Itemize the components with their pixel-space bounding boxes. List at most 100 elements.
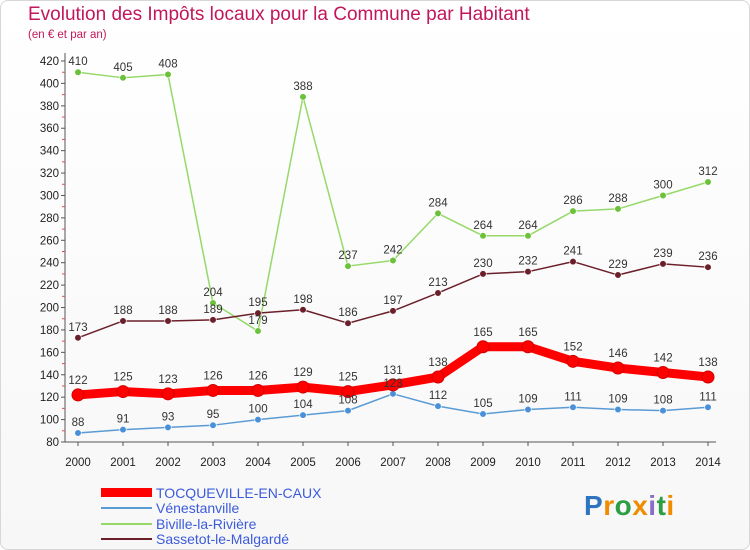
chart-title: Evolution des Impôts locaux pour la Comm… (28, 4, 530, 25)
legend-swatch-sassetot-le-malgarde (101, 538, 152, 541)
data-label-tocqueville-en-caux: 138 (698, 357, 717, 369)
y-tick-label: 100 (40, 415, 59, 427)
legend-item-sassetot-le-malgarde: Sassetot-le-Malgardé (101, 531, 321, 548)
data-label-sassetot-le-malgarde: 195 (248, 297, 267, 309)
y-tick-label: 260 (40, 235, 59, 247)
data-point-tocqueville-en-caux (341, 385, 355, 399)
data-point-sassetot-le-malgarde (659, 260, 667, 268)
data-point-venestanville (569, 403, 577, 411)
data-label-biville-la-riviere: 242 (383, 244, 402, 256)
logo-letter: i (666, 490, 675, 521)
y-tick-label: 300 (40, 190, 59, 202)
logo-letter: t (656, 490, 667, 521)
y-tick-label: 360 (40, 123, 59, 135)
data-label-biville-la-riviere: 264 (473, 220, 493, 232)
data-point-biville-la-riviere (524, 232, 532, 240)
data-label-tocqueville-en-caux: 138 (428, 357, 447, 369)
data-label-biville-la-riviere: 288 (608, 193, 627, 205)
data-label-biville-la-riviere: 300 (653, 179, 672, 191)
data-point-venestanville (209, 421, 217, 429)
logo-letter: x (632, 490, 649, 521)
data-point-tocqueville-en-caux (71, 388, 85, 402)
data-label-venestanville: 105 (473, 398, 492, 410)
data-point-biville-la-riviere (254, 327, 262, 335)
data-label-sassetot-le-malgarde: 186 (338, 307, 357, 319)
data-label-venestanville: 111 (564, 391, 581, 403)
legend-label-venestanville: Vénestanville (156, 500, 240, 517)
x-tick-label: 2013 (650, 457, 676, 469)
x-tick-label: 2014 (695, 457, 721, 469)
data-label-tocqueville-en-caux: 146 (608, 348, 627, 360)
data-point-tocqueville-en-caux (566, 354, 580, 368)
data-label-sassetot-le-malgarde: 188 (113, 305, 132, 317)
data-point-venestanville (344, 407, 352, 415)
y-tick-label: 200 (40, 303, 59, 315)
data-label-tocqueville-en-caux: 152 (563, 341, 582, 353)
x-tick-label: 2000 (65, 457, 91, 469)
data-label-tocqueville-en-caux: 122 (68, 375, 87, 387)
data-point-venestanville (434, 402, 442, 410)
logo-letter: r (603, 490, 615, 521)
data-point-venestanville (614, 405, 622, 414)
data-label-biville-la-riviere: 286 (563, 195, 582, 207)
data-label-sassetot-le-malgarde: 241 (563, 246, 582, 258)
data-point-biville-la-riviere (164, 70, 172, 79)
data-point-biville-la-riviere (299, 93, 307, 101)
y-tick-label: 220 (40, 280, 59, 292)
data-point-biville-la-riviere (614, 205, 622, 213)
data-label-biville-la-riviere: 264 (518, 220, 538, 232)
data-point-sassetot-le-malgarde (164, 317, 172, 325)
data-label-sassetot-le-malgarde: 229 (608, 259, 627, 271)
legend-swatch-tocqueville-en-caux (101, 488, 152, 498)
y-tick-label: 140 (40, 370, 59, 382)
data-label-biville-la-riviere: 237 (338, 250, 357, 262)
y-tick-label: 80 (46, 437, 59, 449)
x-tick-label: 2011 (561, 457, 586, 469)
data-point-sassetot-le-malgarde (254, 309, 262, 317)
data-point-sassetot-le-malgarde (524, 268, 532, 276)
y-tick-label: 180 (40, 325, 59, 337)
data-label-biville-la-riviere: 405 (113, 62, 132, 74)
x-tick-label: 2004 (245, 457, 271, 469)
data-label-biville-la-riviere: 388 (293, 81, 312, 93)
x-tick-label: 2005 (290, 457, 316, 469)
data-label-tocqueville-en-caux: 123 (158, 374, 177, 386)
data-point-sassetot-le-malgarde (209, 316, 217, 324)
data-point-venestanville (479, 410, 487, 418)
logo-letter: o (614, 490, 633, 521)
x-tick-label: 2007 (380, 457, 406, 469)
data-point-tocqueville-en-caux (161, 387, 175, 401)
data-label-sassetot-le-malgarde: 230 (473, 258, 492, 270)
x-tick-label: 2010 (515, 457, 541, 469)
data-label-biville-la-riviere: 284 (428, 197, 448, 209)
data-point-biville-la-riviere (344, 262, 352, 270)
data-label-venestanville: 93 (162, 411, 175, 423)
y-tick-label: 420 (40, 56, 59, 68)
data-point-tocqueville-en-caux (116, 385, 130, 399)
y-tick-label: 160 (40, 347, 59, 359)
data-label-tocqueville-en-caux: 165 (518, 327, 537, 339)
legend-swatch-venestanville (101, 507, 152, 510)
y-tick-label: 240 (40, 258, 59, 270)
data-label-tocqueville-en-caux: 129 (293, 367, 312, 379)
data-label-tocqueville-en-caux: 126 (203, 370, 222, 382)
data-point-venestanville (254, 415, 262, 424)
data-label-tocqueville-en-caux: 165 (473, 327, 492, 339)
data-label-tocqueville-en-caux: 125 (338, 372, 357, 384)
data-point-sassetot-le-malgarde (344, 319, 352, 327)
data-point-biville-la-riviere (569, 207, 577, 215)
chart-subtitle: (en € et par an) (28, 29, 107, 41)
data-point-sassetot-le-malgarde (704, 263, 712, 271)
data-point-venestanville (659, 407, 667, 415)
data-point-biville-la-riviere (704, 178, 712, 186)
data-label-venestanville: 104 (293, 399, 313, 411)
proxiti-logo: Proxiti (584, 490, 675, 522)
data-label-venestanville: 95 (207, 409, 220, 421)
legend-label-sassetot-le-malgarde: Sassetot-le-Malgardé (156, 531, 290, 548)
data-point-sassetot-le-malgarde (119, 317, 127, 325)
data-label-venestanville: 109 (518, 394, 537, 406)
data-label-sassetot-le-malgarde: 189 (203, 304, 222, 316)
logo-letter: i (648, 490, 657, 521)
data-label-venestanville: 91 (117, 414, 130, 426)
